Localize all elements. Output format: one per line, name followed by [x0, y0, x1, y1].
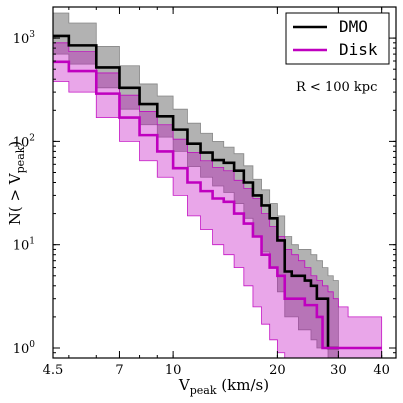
- uncertainty-bands: [53, 12, 383, 358]
- y-axis-label-prefix: N( > V: [6, 172, 24, 225]
- x-axis-label-unit: (km/s): [217, 376, 270, 394]
- line-dmo: [53, 34, 339, 350]
- x-axis-label-sub: peak: [190, 384, 217, 397]
- annotation-radius: R < 100 kpc: [296, 80, 377, 95]
- x-axis-label-main: V: [178, 376, 191, 394]
- x-axis-label: Vpeak (km/s): [178, 376, 269, 397]
- y-tick-label: 102: [13, 133, 35, 150]
- line-disk: [53, 60, 382, 350]
- x-tick-label: 20: [269, 363, 286, 378]
- x-tick-label: 4.5: [43, 363, 64, 378]
- legend-box: [285, 12, 390, 65]
- y-tick-label: 101: [13, 237, 35, 254]
- band-disk: [53, 42, 383, 358]
- y-axis-label: N( > Vpeak): [6, 141, 27, 226]
- y-axis-label-sub: peak: [14, 146, 27, 173]
- legend-label-dmo: DMO: [339, 17, 368, 36]
- y-axis-label-suffix: ): [6, 141, 24, 147]
- tick-labels: 4.5 7 10 20 30 40 100 101 102 103: [13, 30, 390, 378]
- x-tick-label: 10: [165, 363, 182, 378]
- y-tick-label: 100: [13, 340, 36, 357]
- median-lines: [53, 34, 382, 350]
- legend: DMO Disk: [285, 12, 390, 65]
- axis-ticks: [52, 6, 396, 359]
- x-tick-label: 40: [373, 363, 390, 378]
- x-tick-label: 7: [115, 363, 123, 378]
- legend-label-disk: Disk: [339, 40, 378, 59]
- y-tick-label: 103: [13, 30, 36, 47]
- band-dmo: [53, 12, 339, 358]
- x-tick-label: 30: [330, 363, 347, 378]
